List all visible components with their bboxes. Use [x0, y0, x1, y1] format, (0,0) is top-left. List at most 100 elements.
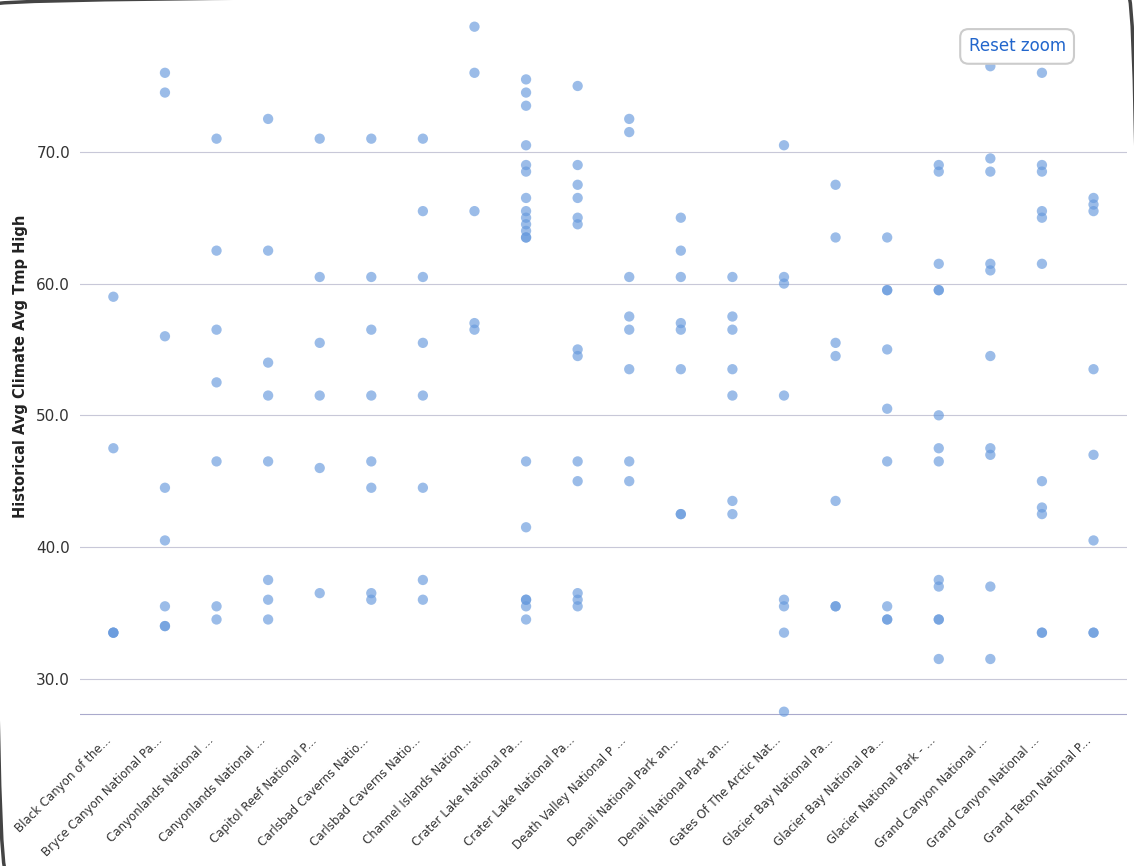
Point: [465, 204, 483, 218]
Point: [1033, 158, 1051, 172]
Point: [155, 599, 174, 613]
Point: [878, 599, 896, 613]
Point: [620, 270, 638, 284]
Point: [259, 356, 277, 370]
Point: [568, 475, 586, 488]
Point: [775, 593, 793, 607]
Point: [723, 389, 742, 403]
Point: [671, 243, 689, 257]
Point: [362, 389, 380, 403]
Point: [981, 59, 999, 73]
Point: [465, 66, 483, 80]
Point: [723, 323, 742, 337]
Point: [414, 481, 432, 494]
Point: [827, 178, 845, 191]
Point: [259, 455, 277, 469]
Point: [1084, 626, 1102, 640]
Point: [1033, 501, 1051, 514]
Point: [259, 243, 277, 257]
Point: [517, 86, 535, 100]
Point: [155, 86, 174, 100]
Point: [775, 270, 793, 284]
Point: [1033, 257, 1051, 271]
Point: [620, 455, 638, 469]
Point: [362, 270, 380, 284]
Point: [981, 349, 999, 363]
Point: [517, 455, 535, 469]
Point: [981, 257, 999, 271]
Point: [414, 132, 432, 145]
Point: [465, 316, 483, 330]
Point: [568, 455, 586, 469]
Point: [568, 343, 586, 357]
Point: [1084, 197, 1102, 211]
Point: [155, 619, 174, 633]
Point: [568, 349, 586, 363]
Point: [1033, 626, 1051, 640]
Point: [878, 230, 896, 244]
Point: [208, 599, 226, 613]
Point: [517, 230, 535, 244]
Point: [878, 402, 896, 416]
Point: [930, 612, 948, 626]
Point: [930, 612, 948, 626]
Point: [1033, 66, 1051, 80]
Point: [568, 178, 586, 191]
Point: [414, 270, 432, 284]
Point: [208, 243, 226, 257]
Point: [671, 316, 689, 330]
Point: [775, 599, 793, 613]
Point: [517, 593, 535, 607]
Point: [723, 507, 742, 521]
Point: [155, 619, 174, 633]
Point: [414, 593, 432, 607]
Point: [517, 139, 535, 152]
Point: [208, 132, 226, 145]
Point: [930, 257, 948, 271]
Point: [259, 112, 277, 126]
Point: [259, 573, 277, 587]
Point: [1084, 626, 1102, 640]
Point: [671, 323, 689, 337]
Point: [1033, 475, 1051, 488]
Point: [671, 270, 689, 284]
Point: [981, 152, 999, 165]
Point: [775, 276, 793, 290]
Point: [775, 389, 793, 403]
Point: [827, 599, 845, 613]
Point: [155, 66, 174, 80]
Point: [1033, 204, 1051, 218]
Point: [878, 612, 896, 626]
Point: [620, 475, 638, 488]
Point: [414, 204, 432, 218]
Point: [620, 112, 638, 126]
Point: [155, 481, 174, 494]
Point: [723, 362, 742, 376]
Point: [259, 612, 277, 626]
Point: [155, 533, 174, 547]
Point: [930, 573, 948, 587]
Point: [878, 455, 896, 469]
Point: [568, 586, 586, 600]
Point: [362, 593, 380, 607]
Point: [362, 481, 380, 494]
Point: [311, 132, 329, 145]
Point: [414, 573, 432, 587]
Point: [259, 593, 277, 607]
Point: [827, 230, 845, 244]
Point: [104, 626, 122, 640]
Point: [517, 520, 535, 534]
Point: [568, 79, 586, 93]
Point: [981, 448, 999, 462]
Point: [981, 652, 999, 666]
Point: [620, 323, 638, 337]
Point: [981, 442, 999, 456]
Point: [517, 230, 535, 244]
Point: [568, 217, 586, 231]
Point: [981, 165, 999, 178]
Point: [155, 329, 174, 343]
Point: [827, 336, 845, 350]
Point: [1084, 448, 1102, 462]
Point: [465, 20, 483, 34]
Point: [568, 599, 586, 613]
